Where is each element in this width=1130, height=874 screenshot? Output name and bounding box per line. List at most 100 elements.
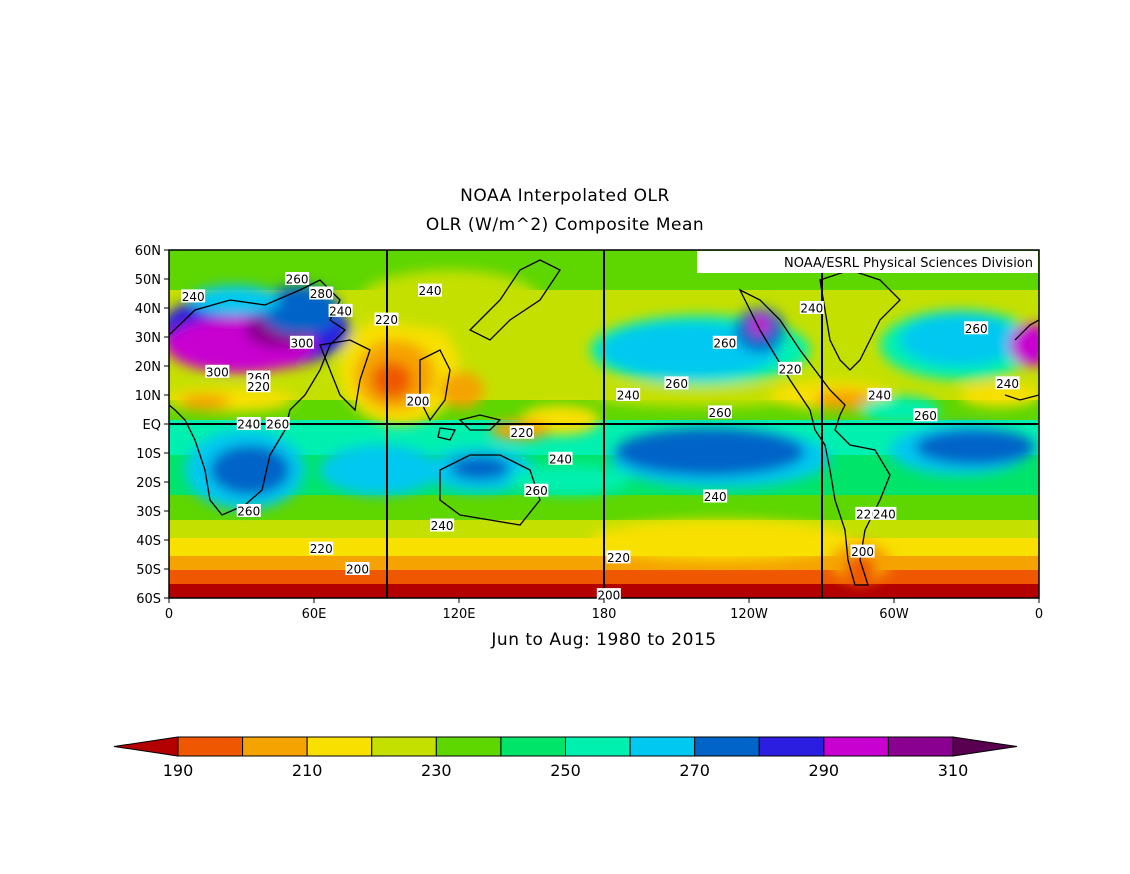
contour-label: 260: [524, 483, 549, 498]
credit-box: [697, 251, 1038, 273]
contour-label: 220: [309, 541, 334, 556]
contour-label: 220: [606, 550, 631, 565]
svg-text:240: 240: [419, 284, 442, 298]
colorbar-label: 210: [292, 761, 323, 780]
contour-label: 260: [913, 408, 938, 423]
svg-text:220: 220: [247, 380, 270, 394]
lon-tick-label: 180: [592, 607, 617, 622]
svg-text:240: 240: [329, 304, 352, 318]
svg-text:240: 240: [431, 519, 454, 533]
colorbar-swatch: [371, 736, 437, 757]
lat-tick-label: 60S: [136, 592, 161, 607]
contour-label: 260: [664, 376, 689, 391]
colorbar-swatch: [694, 736, 760, 757]
svg-text:220: 220: [310, 542, 333, 556]
svg-text:280: 280: [310, 287, 333, 301]
contour-label: 240: [548, 451, 573, 466]
svg-text:260: 260: [713, 336, 736, 350]
svg-text:240: 240: [617, 389, 640, 403]
lon-tick-label: 120W: [730, 607, 768, 622]
svg-text:240: 240: [182, 290, 205, 304]
svg-text:220: 220: [375, 313, 398, 327]
svg-text:240: 240: [549, 452, 572, 466]
svg-text:240: 240: [800, 302, 823, 316]
lat-tick-label: 20N: [135, 360, 161, 375]
contour-label: 240: [328, 303, 353, 318]
lon-tick-label: 0: [1035, 607, 1043, 622]
svg-text:300: 300: [206, 365, 229, 379]
lat-tick-label: 50S: [136, 563, 161, 578]
svg-text:240: 240: [868, 389, 891, 403]
colorbar: 190 210 230 250 270 290 310: [113, 736, 1018, 780]
colorbar-label: 230: [421, 761, 452, 780]
contour-label: 200: [596, 588, 621, 603]
contour-label: 240: [995, 376, 1020, 391]
lat-tick-label: 40N: [135, 302, 161, 317]
contour-label: 280: [309, 286, 334, 301]
svg-text:240: 240: [704, 490, 727, 504]
credit-label: NOAA/ESRL Physical Sciences Division: [784, 256, 1033, 271]
lat-tick-label: 40S: [136, 534, 161, 549]
svg-text:200: 200: [597, 589, 620, 603]
svg-text:260: 260: [286, 273, 309, 287]
contour-label: 300: [289, 335, 314, 350]
lat-tick-label: EQ: [143, 418, 161, 433]
colorbar-swatch: [177, 736, 244, 757]
lat-tick-label: 10S: [136, 447, 161, 462]
svg-text:260: 260: [266, 418, 289, 432]
contour-label: 240: [872, 506, 897, 521]
contour-label: 260: [236, 504, 261, 519]
colorbar-swatch: [629, 736, 696, 757]
contour-label: 220: [509, 425, 534, 440]
colorbar-swatch: [887, 736, 954, 757]
contour-label: 240: [181, 289, 206, 304]
contour-label: 260: [708, 405, 732, 420]
colorbar-swatch: [242, 736, 308, 757]
lon-tick-label: 0: [165, 607, 173, 622]
contour-label: 220: [778, 361, 803, 376]
colorbar-swatch: [435, 736, 502, 757]
longitude-axis: 0 60E 120E 180 120W 60W 0: [165, 598, 1043, 622]
svg-text:260: 260: [237, 505, 260, 519]
contour-label: 300: [205, 364, 230, 379]
colorbar-label: 250: [550, 761, 581, 780]
svg-text:220: 220: [607, 551, 630, 565]
svg-text:260: 260: [965, 322, 988, 336]
contour-label: 240: [703, 489, 728, 504]
colorbar-swatch: [758, 736, 825, 757]
svg-text:240: 240: [873, 507, 896, 521]
colorbar-swatch: [823, 736, 889, 757]
period-label: Jun to Aug: 1980 to 2015: [491, 630, 717, 650]
colorbar-min-arrow: [113, 736, 179, 757]
svg-text:220: 220: [779, 362, 802, 376]
contour-label: 260: [285, 272, 310, 287]
contour-label: 200: [345, 562, 370, 577]
lat-tick-label: 10N: [135, 389, 161, 404]
colorbar-label: 310: [938, 761, 969, 780]
contour-label: 260: [712, 335, 737, 350]
svg-text:240: 240: [996, 377, 1019, 391]
svg-text:260: 260: [914, 409, 937, 423]
contour-label: 240: [616, 388, 641, 403]
svg-text:300: 300: [290, 336, 313, 350]
colorbar-label: 290: [809, 761, 840, 780]
contour-label: 260: [265, 417, 290, 432]
contour-label: 240: [430, 518, 455, 533]
colorbar-label: 270: [679, 761, 710, 780]
colorbar-label: 190: [163, 761, 194, 780]
colorbar-max-arrow: [952, 736, 1018, 757]
lat-tick-label: 60N: [135, 244, 161, 259]
map-subtitle: OLR (W/m^2) Composite Mean: [425, 215, 705, 235]
lat-tick-label: 50N: [135, 273, 161, 288]
colorbar-swatch: [500, 736, 566, 757]
lon-tick-label: 60E: [302, 607, 327, 622]
lon-tick-label: 60W: [879, 607, 909, 622]
contour-label: 240: [799, 301, 824, 316]
contour-label: 220: [246, 379, 271, 394]
contour-label: 240: [867, 388, 892, 403]
svg-text:240: 240: [237, 418, 260, 432]
svg-text:200: 200: [346, 563, 369, 577]
lon-tick-label: 120E: [442, 607, 475, 622]
